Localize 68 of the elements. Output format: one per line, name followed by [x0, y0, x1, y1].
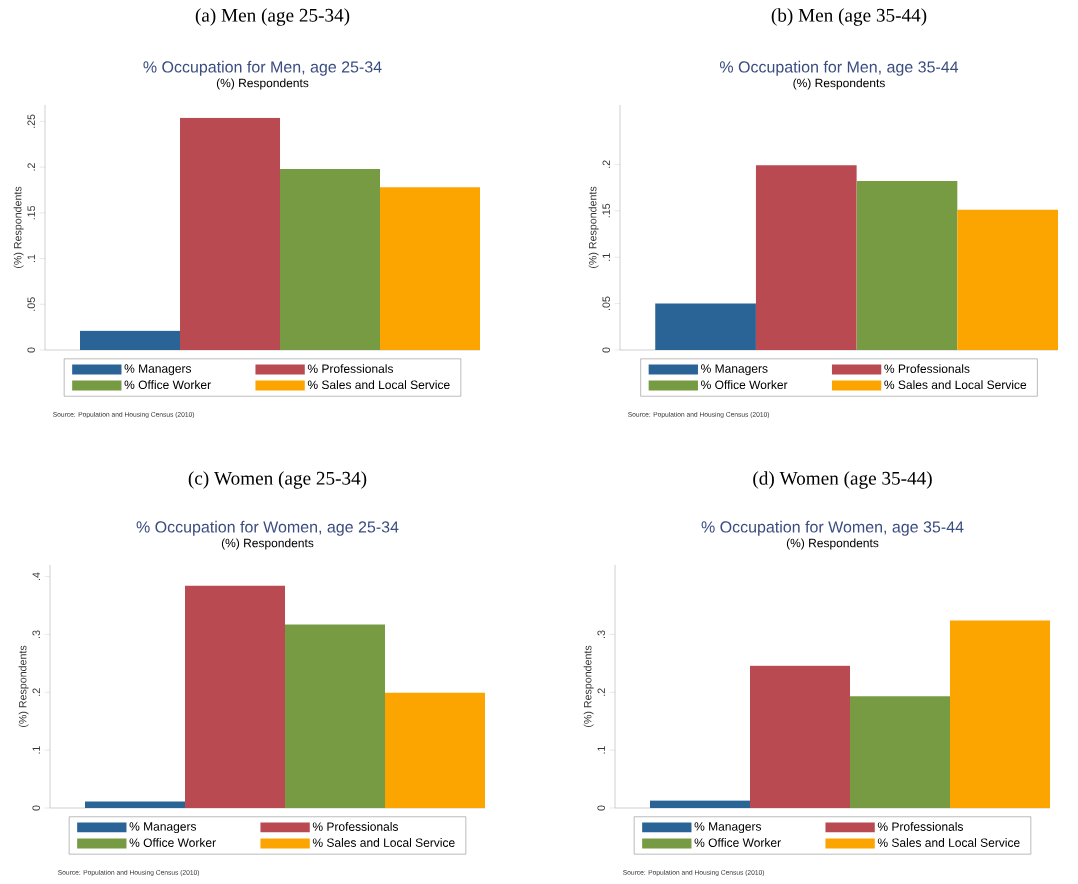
bar	[957, 209, 1059, 350]
y-tick-label: .3	[597, 630, 605, 638]
bar	[850, 696, 951, 808]
legend-label: % Sales and Local Service	[312, 838, 455, 847]
bar	[180, 117, 281, 350]
legend-label: % Managers	[694, 822, 762, 834]
bar	[285, 624, 386, 808]
y-axis-title: (%) Respondents	[588, 186, 599, 269]
chart-subtitle: (%) Respondents	[216, 78, 309, 90]
legend-label: % Office Worker	[701, 380, 788, 390]
y-tick-label: .3	[32, 630, 40, 638]
chart-title: % Occupation for Women, age 35-44	[701, 520, 964, 536]
chart-title: % Occupation for Women, age 25-34	[136, 520, 399, 536]
bar	[385, 692, 486, 808]
y-tick-label: 0	[32, 805, 40, 811]
legend-label: % Office Worker	[694, 838, 781, 847]
y-tick-label: .1	[602, 253, 610, 261]
y-tick-label: .2	[32, 688, 40, 696]
y-tick-label: 0	[27, 347, 35, 353]
legend-label: % Professionals	[877, 822, 964, 831]
legend-label: % Managers	[701, 364, 768, 376]
y-tick-label: .15	[27, 205, 35, 220]
bar	[80, 330, 180, 350]
bar	[856, 181, 958, 350]
text: (a) Men (age 25-34)	[195, 8, 350, 26]
y-tick-label: .25	[27, 114, 35, 128]
text: (c) Women (age 25-34)	[188, 471, 367, 489]
chart-subtitle: (%) Respondents	[786, 538, 879, 550]
text: (b) Men (age 35-44)	[771, 8, 927, 26]
bar	[380, 187, 481, 350]
bar	[655, 303, 756, 350]
text: (d) Women (age 35-44)	[753, 471, 932, 489]
legend-label: % Office Worker	[124, 380, 211, 390]
y-tick-label: .1	[597, 746, 605, 754]
y-tick-label: .05	[27, 297, 35, 311]
legend-label: % Managers	[129, 822, 197, 834]
legend-label: % Professionals	[312, 822, 399, 831]
y-tick-label: 0	[597, 805, 605, 811]
bar	[280, 168, 380, 350]
y-tick-label: .2	[597, 688, 605, 696]
y-tick-label: .1	[27, 254, 35, 263]
y-tick-label: .15	[602, 203, 610, 218]
bar	[950, 620, 1050, 808]
y-axis-title: (%) Respondents	[18, 645, 29, 728]
legend-label: % Professionals	[307, 364, 394, 373]
legend-label: % Professionals	[884, 364, 970, 373]
y-tick-label: .4	[32, 572, 40, 581]
chart-subtitle: (%) Respondents	[793, 78, 885, 90]
bar	[85, 801, 186, 808]
chart-title: % Occupation for Men, age 25-34	[143, 60, 382, 76]
chart-subtitle: (%) Respondents	[221, 538, 314, 550]
bar	[750, 665, 850, 808]
y-axis-title: (%) Respondents	[13, 186, 24, 269]
bar	[755, 165, 857, 350]
y-tick-label: .05	[602, 296, 610, 311]
y-tick-label: .2	[27, 163, 35, 171]
y-axis-title: (%) Respondents	[583, 645, 594, 728]
chart-title: % Occupation for Men, age 35-44	[719, 60, 959, 76]
legend-label: % Sales and Local Service	[877, 838, 1020, 847]
legend-label: % Managers	[124, 364, 192, 376]
y-tick-label: 0	[602, 347, 610, 353]
legend-label: % Sales and Local Service	[307, 380, 450, 390]
y-tick-label: .1	[32, 746, 40, 754]
legend-label: % Office Worker	[129, 838, 216, 847]
bar	[650, 800, 751, 808]
bar	[185, 585, 286, 808]
legend-label: % Sales and Local Service	[884, 380, 1027, 390]
y-tick-label: .2	[602, 160, 610, 168]
